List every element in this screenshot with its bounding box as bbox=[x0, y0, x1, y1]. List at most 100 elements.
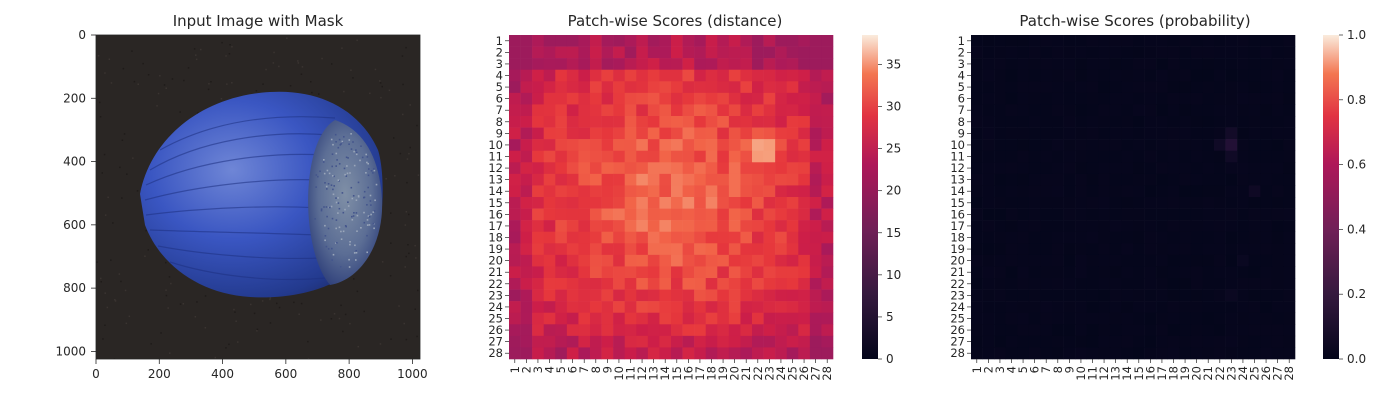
heatmap-cell bbox=[578, 162, 591, 175]
heatmap-cell bbox=[578, 243, 591, 256]
heatmap-cell bbox=[647, 324, 660, 337]
y-tick-label: 20 bbox=[488, 254, 503, 268]
heatmap-cell bbox=[694, 254, 707, 267]
heatmap-cell bbox=[809, 220, 822, 233]
heatmap-cell bbox=[671, 127, 683, 140]
heatmap-cell bbox=[682, 104, 695, 117]
heatmap-cell bbox=[578, 58, 591, 71]
heatmap-cell bbox=[1086, 69, 1099, 82]
heatmap-cell bbox=[717, 116, 730, 128]
heatmap-cell bbox=[1144, 335, 1157, 348]
heatmap-cell bbox=[1075, 92, 1088, 105]
heatmap-cell bbox=[532, 254, 545, 267]
heatmap-cell bbox=[694, 116, 707, 128]
heatmap-cell bbox=[566, 335, 579, 348]
heatmap-cell bbox=[1190, 231, 1203, 244]
heatmap-cell bbox=[1190, 127, 1203, 140]
heatmap-cell bbox=[1225, 150, 1238, 163]
heatmap-cell bbox=[775, 289, 788, 302]
hazelnut-cap bbox=[308, 120, 383, 285]
heatmap-cell bbox=[1005, 278, 1018, 290]
heatmap-cell bbox=[578, 104, 591, 117]
heatmap-cell bbox=[1144, 347, 1157, 360]
heatmap-cell bbox=[994, 92, 1007, 105]
heatmap-cell bbox=[1214, 81, 1226, 94]
heatmap-cell bbox=[1271, 127, 1284, 140]
heatmap-cell bbox=[1098, 58, 1111, 71]
heatmap-cell bbox=[994, 278, 1007, 290]
x-tick-label: 26 bbox=[1259, 366, 1273, 381]
heatmap-cell bbox=[1109, 116, 1122, 128]
y-tick-label: 4 bbox=[958, 69, 965, 83]
heatmap-cell bbox=[786, 197, 799, 209]
heatmap-cell bbox=[1283, 289, 1296, 302]
heatmap-cell bbox=[1109, 335, 1122, 348]
heatmap-cell bbox=[1237, 139, 1250, 152]
heatmap-cell bbox=[659, 185, 672, 198]
heatmap-cell bbox=[624, 46, 637, 59]
heatmap-cell bbox=[1133, 69, 1145, 82]
heatmap-cell bbox=[1271, 35, 1284, 47]
y-tick-label: 18 bbox=[950, 231, 965, 245]
heatmap-cell bbox=[1156, 324, 1169, 337]
heatmap-cell bbox=[798, 220, 811, 233]
heatmap-cell bbox=[1179, 208, 1192, 221]
heatmap-cell bbox=[821, 81, 834, 94]
heatmap-cell bbox=[1144, 35, 1157, 47]
heatmap-cell bbox=[566, 173, 579, 186]
heatmap-cell bbox=[1214, 127, 1226, 140]
heatmap-cell bbox=[740, 220, 753, 233]
heatmap-cell bbox=[1271, 46, 1284, 59]
x-tick-label: 21 bbox=[739, 366, 753, 381]
heatmap-cell bbox=[682, 289, 695, 302]
heatmap-cell bbox=[1063, 69, 1076, 82]
heatmap-cell bbox=[821, 69, 834, 82]
heatmap-cell bbox=[647, 173, 660, 186]
heatmap-cell bbox=[809, 335, 822, 348]
x-tick-label: 19 bbox=[716, 366, 730, 381]
heatmap-cell bbox=[717, 231, 730, 244]
heatmap-cell bbox=[601, 301, 614, 314]
heatmap-cell bbox=[763, 139, 776, 152]
heatmap-cell bbox=[1214, 116, 1226, 128]
heatmap-cell bbox=[1133, 35, 1145, 47]
heatmap-cell bbox=[578, 289, 591, 302]
heatmap-cell bbox=[1121, 127, 1134, 140]
heatmap-cell bbox=[752, 46, 764, 59]
heatmap-cell bbox=[682, 150, 695, 163]
heatmap-cell bbox=[694, 150, 707, 163]
heatmap-cell bbox=[1017, 347, 1030, 360]
heatmap-cell bbox=[1121, 254, 1134, 267]
heatmap-cell bbox=[971, 301, 983, 314]
panel-distance-heatmap: Patch-wise Scores (distance) 12345678910… bbox=[488, 12, 901, 381]
heatmap-cell bbox=[775, 58, 788, 71]
panel1-frame bbox=[95, 34, 421, 360]
heatmap-cell bbox=[728, 231, 741, 244]
x-tick-label: 5 bbox=[1016, 366, 1030, 373]
heatmap-cell bbox=[1271, 162, 1284, 175]
heatmap-cell bbox=[624, 301, 637, 314]
y-tick-label: 14 bbox=[950, 184, 965, 198]
heatmap-cell bbox=[578, 185, 591, 198]
heatmap-cell bbox=[798, 127, 811, 140]
heatmap-cell bbox=[994, 46, 1007, 59]
heatmap-cell bbox=[1202, 335, 1215, 348]
heatmap-cell bbox=[636, 243, 649, 256]
heatmap-cell bbox=[601, 58, 614, 71]
heatmap-cell bbox=[1040, 150, 1053, 163]
heatmap-cell bbox=[1283, 266, 1296, 279]
heatmap-cell bbox=[752, 35, 764, 47]
heatmap-cell bbox=[578, 312, 591, 325]
colorbar-tick-label: 0.4 bbox=[1347, 222, 1366, 236]
heatmap-cell bbox=[682, 58, 695, 71]
heatmap-cell bbox=[752, 92, 764, 105]
heatmap-cell bbox=[1098, 289, 1111, 302]
heatmap-cell bbox=[1260, 208, 1273, 221]
heatmap-cell bbox=[775, 104, 788, 117]
x-tick-label: 17 bbox=[1155, 366, 1169, 381]
heatmap-cell bbox=[740, 324, 753, 337]
x-tick-label: 25 bbox=[1248, 366, 1262, 381]
heatmap-cell bbox=[1248, 92, 1261, 105]
heatmap-cell bbox=[1156, 104, 1169, 117]
heatmap-cell bbox=[809, 139, 822, 152]
